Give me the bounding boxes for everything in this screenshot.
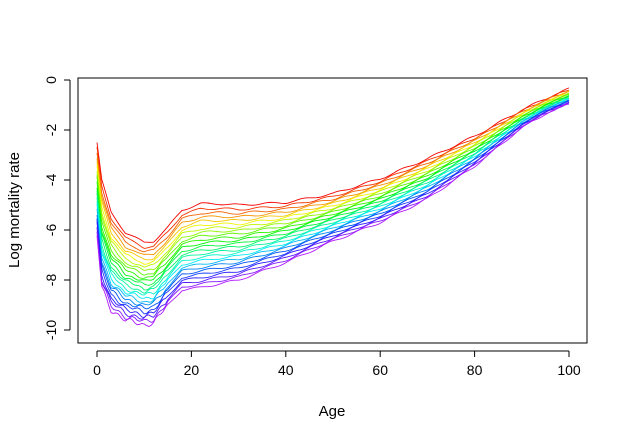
- y-tick-label: -8: [43, 274, 59, 287]
- series-line: [96, 93, 570, 265]
- x-tick-label: 60: [372, 362, 388, 378]
- series-line: [96, 97, 570, 291]
- y-axis: 0 -2 -4 -6 -8 -10: [43, 76, 71, 340]
- series-group: [96, 87, 570, 328]
- y-tick-label: -10: [43, 320, 59, 340]
- plot-frame: [77, 77, 588, 344]
- x-axis-title: Age: [319, 403, 346, 420]
- x-tick-label: 40: [278, 362, 294, 378]
- x-tick-label: 80: [467, 362, 483, 378]
- y-tick-label: -6: [43, 224, 59, 237]
- series-line: [96, 90, 570, 261]
- series-line: [96, 87, 570, 243]
- x-tick-label: 20: [184, 362, 200, 378]
- series-line: [96, 95, 570, 279]
- y-tick-label: -4: [43, 174, 59, 187]
- series-line: [96, 103, 570, 328]
- y-tick-label: 0: [43, 76, 59, 84]
- series-line: [96, 89, 570, 249]
- series-line: [96, 90, 570, 256]
- series-line: [96, 94, 570, 276]
- x-axis: 0 20 40 60 80 100: [93, 350, 581, 378]
- series-line: [96, 95, 570, 281]
- x-tick-label: 0: [93, 362, 101, 378]
- y-axis-title: Log mortality rate: [6, 152, 23, 268]
- series-line: [96, 90, 570, 253]
- series-line: [96, 99, 570, 303]
- series-line: [96, 97, 570, 300]
- series-line: [96, 93, 570, 268]
- series-line: [96, 102, 570, 319]
- series-line: [96, 98, 570, 294]
- series-line: [96, 100, 570, 315]
- series-line: [96, 100, 570, 306]
- series-line: [96, 92, 570, 271]
- y-tick-label: -2: [43, 124, 59, 137]
- x-tick-label: 100: [557, 362, 581, 378]
